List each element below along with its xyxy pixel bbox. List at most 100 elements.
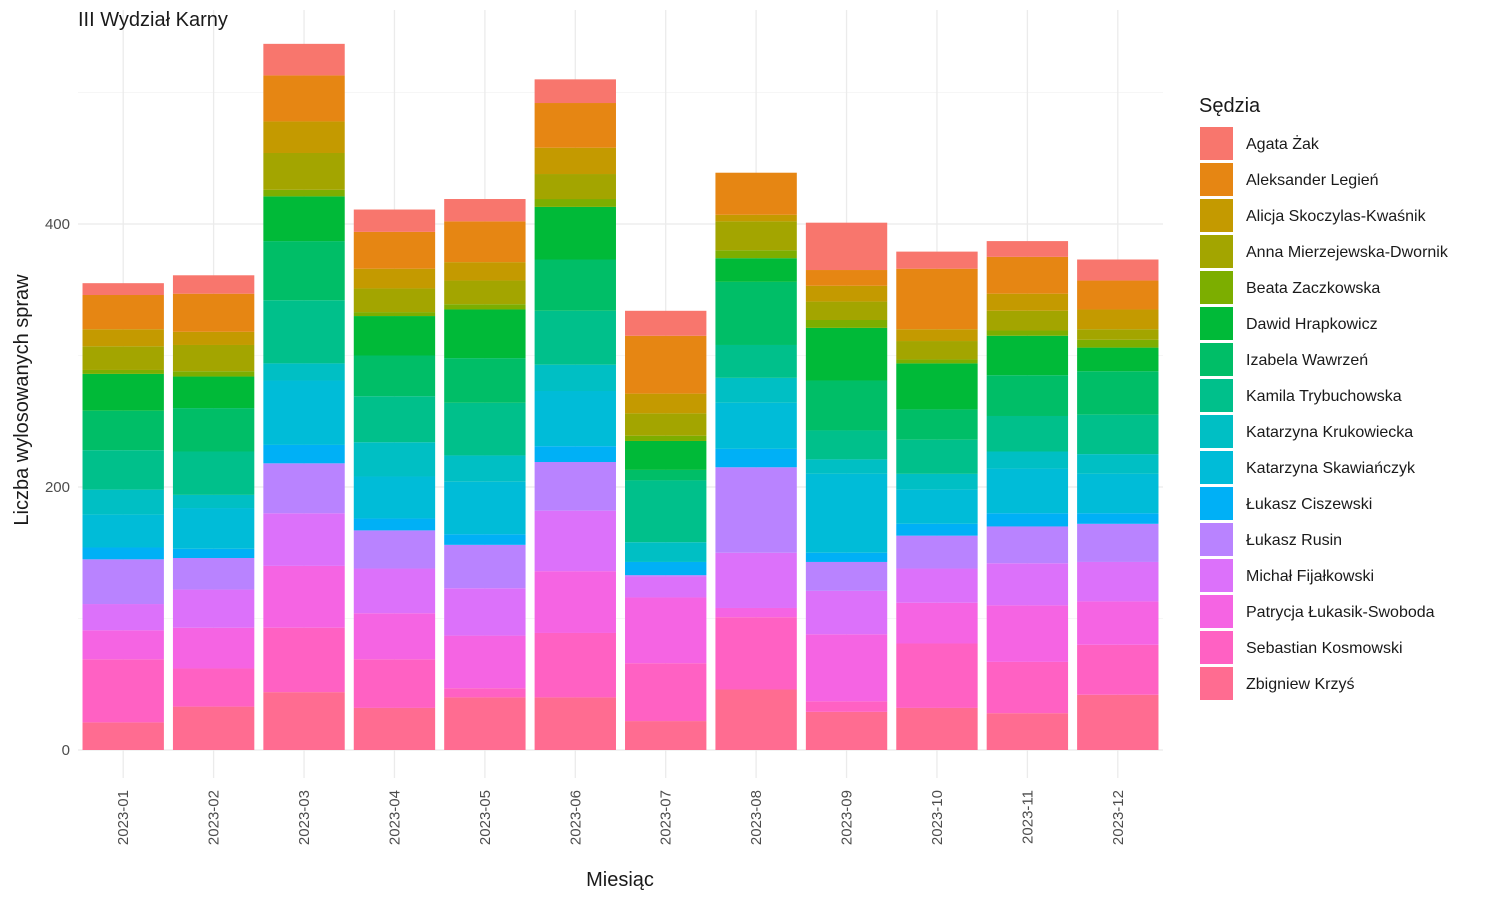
- bar-segment: [353, 518, 436, 531]
- bar-segment: [1077, 259, 1159, 281]
- bar-segment: [1077, 561, 1159, 602]
- bar-segment: [263, 241, 345, 301]
- bar-segment: [805, 222, 888, 271]
- bar-segment: [625, 435, 707, 441]
- bar-segment: [172, 275, 255, 294]
- bar-segment: [986, 513, 1069, 527]
- bar-segment: [263, 463, 345, 514]
- bar-segment: [353, 355, 436, 397]
- bar-segment: [353, 312, 436, 317]
- bar-segment: [82, 283, 164, 296]
- bar-segment: [896, 523, 978, 536]
- bar-segment: [534, 462, 616, 511]
- bar-segment: [896, 535, 978, 569]
- legend-label: Agata Żak: [1246, 134, 1320, 153]
- bar-segment: [534, 147, 616, 175]
- bar-segment: [1077, 339, 1159, 348]
- bar-segment: [82, 346, 164, 370]
- bar-segment: [625, 663, 707, 722]
- bar-segment: [986, 415, 1069, 452]
- bar-segment: [534, 199, 616, 207]
- bar-segment: [715, 552, 797, 608]
- bar-segment: [625, 469, 707, 481]
- bar-segment: [715, 689, 797, 750]
- y-axis-title: Liczba wylosowanych spraw: [11, 274, 33, 526]
- bar-segment: [172, 371, 255, 377]
- x-tick-label: 2023-06: [567, 790, 584, 845]
- x-tick-label: 2023-03: [296, 790, 313, 845]
- bar-segment: [715, 402, 797, 449]
- legend-swatch: [1200, 667, 1233, 700]
- bar-segment: [1077, 601, 1159, 645]
- legend-swatch: [1200, 271, 1233, 304]
- x-tick-label: 2023-01: [115, 790, 132, 845]
- bar-segment: [896, 268, 978, 330]
- bars-layer: [82, 43, 1159, 750]
- x-tick-label: 2023-10: [929, 790, 946, 845]
- bar-segment: [444, 358, 526, 403]
- bar-segment: [82, 489, 164, 515]
- bar-segment: [263, 75, 345, 122]
- bar-segment: [805, 270, 888, 286]
- bar-segment: [1077, 280, 1159, 310]
- legend-label: Katarzyna Skawiańczyk: [1246, 460, 1416, 477]
- bar-segment: [444, 304, 526, 310]
- bar-segment: [805, 473, 888, 553]
- bar-segment: [625, 440, 707, 470]
- legend-label: Katarzyna Krukowiecka: [1246, 424, 1413, 441]
- bar-segment: [82, 295, 164, 330]
- legend-swatch: [1200, 451, 1233, 484]
- bar-segment: [172, 494, 255, 509]
- bar-segment: [896, 602, 978, 644]
- bar-segment: [805, 634, 888, 702]
- bar-segment: [172, 376, 255, 409]
- bar-segment: [805, 459, 888, 474]
- bar-segment: [896, 409, 978, 440]
- bar-segment: [805, 301, 888, 320]
- bar-segment: [534, 79, 616, 104]
- bar-segment: [82, 373, 164, 411]
- bar-segment: [444, 697, 526, 750]
- bar-segment: [805, 380, 888, 431]
- bar-segment: [534, 391, 616, 447]
- bar-segment: [353, 316, 436, 356]
- bar-segment: [896, 359, 978, 364]
- legend-swatch: [1200, 487, 1233, 520]
- bar-segment: [986, 661, 1069, 714]
- bar-segment: [172, 508, 255, 549]
- bar-segment: [534, 697, 616, 750]
- bar-segment: [263, 189, 345, 197]
- bar-segment: [444, 534, 526, 545]
- bar-segment: [1077, 523, 1159, 562]
- x-tick-label: 2023-12: [1110, 790, 1127, 845]
- legend-label: Łukasz Ciszewski: [1246, 496, 1372, 513]
- bar-segment: [715, 467, 797, 553]
- bar-segment: [444, 688, 526, 698]
- legend-label: Michał Fijałkowski: [1246, 568, 1374, 585]
- bar-segment: [353, 231, 436, 269]
- bar-segment: [172, 344, 255, 372]
- bar-segment: [534, 103, 616, 148]
- bar-segment: [986, 256, 1069, 294]
- legend-label: Izabela Wawrzeń: [1246, 352, 1368, 369]
- bar-segment: [444, 544, 526, 589]
- legend-title: Sędzia: [1199, 95, 1261, 117]
- bar-segment: [896, 439, 978, 474]
- x-tick-label: 2023-11: [1019, 790, 1036, 844]
- bar-segment: [172, 589, 255, 628]
- bar-segment: [1077, 347, 1159, 372]
- bar-segment: [1077, 309, 1159, 330]
- bar-segment: [534, 571, 616, 633]
- x-tick-label: 2023-02: [206, 790, 223, 845]
- bar-segment: [625, 561, 707, 576]
- bar-segment: [172, 668, 255, 707]
- bar-segment: [896, 707, 978, 750]
- bar-segment: [353, 530, 436, 569]
- bar-segment: [986, 468, 1069, 514]
- bar-segment: [353, 442, 436, 477]
- bar-segment: [82, 514, 164, 548]
- bar-segment: [986, 451, 1069, 469]
- bar-segment: [263, 43, 345, 76]
- bar-segment: [715, 617, 797, 690]
